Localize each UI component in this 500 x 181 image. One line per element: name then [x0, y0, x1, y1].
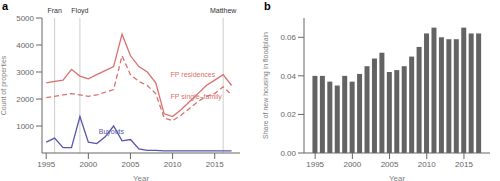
svg-text:4000: 4000 — [16, 41, 34, 50]
svg-text:Fran: Fran — [47, 7, 62, 14]
svg-text:2010: 2010 — [418, 160, 436, 169]
svg-text:2000: 2000 — [343, 160, 361, 169]
svg-text:2010: 2010 — [164, 160, 182, 169]
svg-text:2005: 2005 — [122, 160, 140, 169]
svg-text:3000: 3000 — [16, 68, 34, 77]
svg-text:0.02: 0.02 — [280, 110, 296, 119]
svg-text:Matthew: Matthew — [210, 7, 237, 14]
svg-text:0.04: 0.04 — [280, 72, 296, 81]
html-text:a: a — [2, 0, 9, 12]
svg-text:5000: 5000 — [16, 14, 34, 23]
svg-text:2015: 2015 — [455, 160, 473, 169]
svg-text:FP residences: FP residences — [171, 71, 216, 78]
svg-text:1000: 1000 — [16, 122, 34, 131]
svg-text:1995: 1995 — [306, 160, 324, 169]
svg-text:1995: 1995 — [37, 160, 55, 169]
svg-text:2015: 2015 — [206, 160, 224, 169]
svg-text:Share of new housing in floodp: Share of new housing in floodplain — [262, 32, 270, 139]
svg-text:Year: Year — [389, 174, 406, 181]
svg-text:2000: 2000 — [79, 160, 97, 169]
svg-text:2005: 2005 — [381, 160, 399, 169]
svg-text:FP single–family: FP single–family — [171, 93, 223, 101]
html-text:b: b — [264, 0, 271, 12]
svg-text:0.06: 0.06 — [280, 33, 296, 42]
svg-text:Count of properties: Count of properties — [8, 55, 9, 115]
svg-text:Floyd: Floyd — [71, 7, 88, 15]
svg-text:Buyouts: Buyouts — [99, 128, 125, 136]
svg-text:Year: Year — [133, 174, 150, 181]
svg-text:0.00: 0.00 — [280, 149, 296, 158]
svg-text:2000: 2000 — [16, 95, 34, 104]
